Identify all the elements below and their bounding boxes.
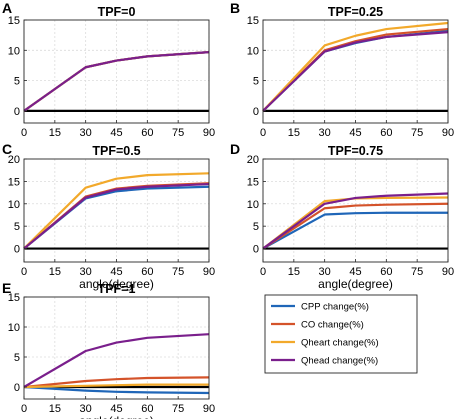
series-line-qhead bbox=[23, 51, 210, 112]
plot-area bbox=[24, 20, 209, 123]
series-line-qhead bbox=[23, 182, 210, 250]
panel-letter: B bbox=[230, 0, 240, 16]
y-tick-label: 10 bbox=[247, 199, 259, 211]
y-tick-label: 0 bbox=[14, 382, 20, 394]
y-tick-label: 0 bbox=[253, 106, 259, 118]
series-line-cpp bbox=[262, 211, 448, 250]
panel-b: 0 15 30 45 60 75 90 0 5 10 15 TPF=0.25 B bbox=[230, 0, 454, 139]
series-line-co bbox=[262, 202, 449, 250]
x-tick-label: 0 bbox=[21, 403, 27, 415]
panel-c: 0 15 30 45 60 75 90 0 5 10 15 20 TPF=0.5 Cangle(degre… bbox=[2, 141, 215, 291]
series-line-qhead bbox=[262, 31, 449, 112]
legend-label-co: CO change(%) bbox=[301, 320, 364, 331]
x-axis-label: angle(degree) bbox=[79, 414, 154, 419]
x-axis-label: angle(degree) bbox=[318, 277, 393, 291]
legend-label-cpp: CPP change(%) bbox=[301, 302, 369, 313]
x-tick-label: 30 bbox=[319, 266, 331, 278]
x-tick-label: 90 bbox=[203, 127, 215, 139]
y-tick-label: 0 bbox=[253, 244, 259, 256]
x-tick-label: 0 bbox=[21, 127, 27, 139]
x-tick-label: 60 bbox=[141, 127, 153, 139]
x-tick-label: 75 bbox=[172, 127, 184, 139]
series-line-qheart bbox=[23, 383, 209, 389]
x-tick-label: 90 bbox=[203, 266, 215, 278]
y-tick-label: 0 bbox=[14, 244, 20, 256]
x-tick-label: 45 bbox=[110, 127, 122, 139]
y-tick-label: 10 bbox=[8, 199, 20, 211]
x-tick-label: 45 bbox=[349, 127, 361, 139]
series-line-qhead bbox=[262, 192, 449, 250]
panel-title: TPF=0 bbox=[98, 5, 136, 19]
y-tick-label: 5 bbox=[253, 221, 259, 233]
panel-e: 0 15 30 45 60 75 90 0 5 10 15 TPF=1 Eangle(degree) bbox=[2, 280, 215, 419]
panel-d: 0 15 30 45 60 75 90 0 5 10 15 20 TPF=0.75 Dangle(degr… bbox=[230, 141, 454, 291]
x-tick-label: 15 bbox=[49, 403, 61, 415]
x-tick-label: 45 bbox=[349, 266, 361, 278]
x-tick-label: 30 bbox=[80, 403, 92, 415]
x-tick-label: 30 bbox=[80, 127, 92, 139]
legend-label-qhead: Qhead change(%) bbox=[301, 356, 378, 367]
x-tick-label: 60 bbox=[141, 403, 153, 415]
y-tick-label: 5 bbox=[14, 76, 20, 88]
panel-title: TPF=0.25 bbox=[328, 5, 383, 19]
panel-title: TPF=0.75 bbox=[328, 144, 383, 158]
x-tick-label: 90 bbox=[203, 403, 215, 415]
series-line-qheart bbox=[262, 21, 449, 112]
panel-letter: C bbox=[2, 141, 12, 157]
y-tick-label: 20 bbox=[8, 154, 20, 166]
series-line-co bbox=[23, 376, 210, 389]
panel-letter: A bbox=[2, 0, 12, 16]
y-tick-label: 10 bbox=[247, 45, 259, 57]
legend: CPP change(%) CO change(%) Qheart change(%… bbox=[264, 294, 418, 374]
panel-a: 0 15 30 45 60 75 90 0 5 10 15 TPF=0 A bbox=[2, 0, 215, 139]
x-tick-label: 15 bbox=[49, 266, 61, 278]
panel-letter: D bbox=[230, 141, 240, 157]
y-tick-label: 15 bbox=[8, 15, 20, 27]
y-tick-label: 5 bbox=[253, 76, 259, 88]
x-tick-label: 0 bbox=[260, 266, 266, 278]
y-tick-label: 10 bbox=[8, 322, 20, 334]
x-tick-label: 0 bbox=[260, 127, 266, 139]
series-line-qhead bbox=[23, 333, 210, 388]
x-tick-label: 45 bbox=[110, 403, 122, 415]
x-axis-label: angle(degree) bbox=[79, 277, 154, 291]
y-tick-label: 0 bbox=[14, 106, 20, 118]
legend-label-qheart: Qheart change(%) bbox=[301, 338, 379, 349]
y-tick-label: 5 bbox=[14, 221, 20, 233]
x-tick-label: 60 bbox=[380, 266, 392, 278]
x-tick-label: 15 bbox=[49, 127, 61, 139]
series-line-qheart bbox=[23, 172, 210, 250]
x-tick-label: 0 bbox=[21, 266, 27, 278]
x-tick-label: 75 bbox=[411, 127, 423, 139]
x-tick-label: 75 bbox=[172, 266, 184, 278]
y-tick-label: 20 bbox=[247, 154, 259, 166]
series-line-cpp bbox=[23, 385, 210, 395]
x-tick-label: 60 bbox=[141, 266, 153, 278]
x-tick-label: 90 bbox=[442, 266, 454, 278]
y-tick-label: 15 bbox=[247, 15, 259, 27]
x-tick-label: 75 bbox=[172, 403, 184, 415]
x-tick-label: 90 bbox=[442, 127, 454, 139]
y-tick-label: 5 bbox=[14, 352, 20, 364]
x-tick-label: 75 bbox=[411, 266, 423, 278]
y-tick-label: 15 bbox=[8, 292, 20, 304]
y-tick-label: 15 bbox=[247, 176, 259, 188]
panel-title: TPF=0.5 bbox=[92, 144, 140, 158]
panel-letter: E bbox=[2, 280, 11, 296]
x-tick-label: 45 bbox=[110, 266, 122, 278]
y-tick-label: 10 bbox=[8, 45, 20, 57]
x-tick-label: 30 bbox=[80, 266, 92, 278]
plot-area bbox=[263, 159, 448, 262]
y-tick-label: 15 bbox=[8, 176, 20, 188]
x-tick-label: 15 bbox=[288, 266, 300, 278]
panel-title: TPF=1 bbox=[98, 282, 136, 296]
x-tick-label: 15 bbox=[288, 127, 300, 139]
x-tick-label: 30 bbox=[319, 127, 331, 139]
x-tick-label: 60 bbox=[380, 127, 392, 139]
